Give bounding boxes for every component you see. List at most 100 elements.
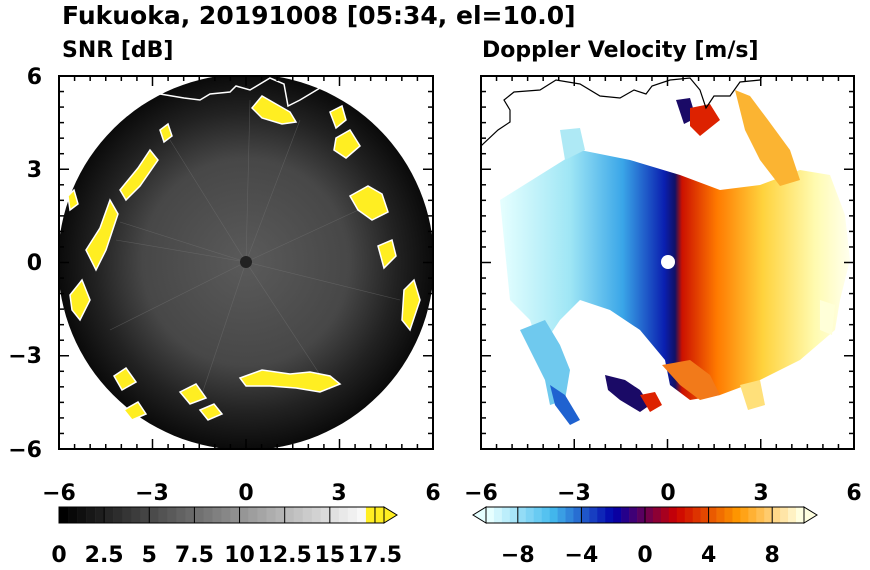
doppler-minor-ticks [480,75,855,450]
colorbar-cell [493,507,503,523]
doppler-colorbar-extend-max [803,506,818,524]
colorbar-cell [668,507,678,523]
colorbar-cell [780,507,789,523]
colorbar-cell [501,507,511,523]
doppler-x-tick-label: 0 [660,481,675,506]
colorbar-cell [676,507,686,523]
colorbar-cell [637,507,646,523]
doppler-echo-fringe [640,392,662,412]
colorbar-cell [788,507,797,523]
colorbar-label: 2.5 [85,543,124,568]
colorbar-label: 7.5 [175,543,214,568]
colorbar-cell [230,507,240,523]
colorbar-cell [185,507,195,523]
doppler-center-marker [661,255,675,269]
colorbar-cell [684,507,693,523]
snr-panel-title: SNR [dB] [62,38,173,63]
doppler-x-tick-label: 3 [753,481,768,506]
doppler-echo-fringe [560,128,585,160]
colorbar-cell [541,507,550,523]
colorbar-cell [149,507,159,523]
colorbar-cell [68,507,78,523]
colorbar-cell [158,507,168,523]
snr-y-tick-label: 3 [27,158,42,183]
colorbar-cell [772,507,781,523]
colorbar-cell [613,507,622,523]
colorbar-cell [764,507,773,523]
snr-x-tick-label: 0 [238,481,253,506]
radar-center-marker [240,256,252,268]
colorbar-label: 5 [142,543,157,568]
colorbar-cell [605,507,614,523]
colorbar-cell [708,507,717,523]
doppler-x-tick-label: −3 [557,481,591,506]
colorbar-cell [176,507,186,523]
snr-colorbar-labels: 0 2.5 5 7.5 10 12.5 15 17.5 [51,543,402,568]
doppler-echo-fringe [820,300,835,335]
colorbar-cell [212,507,222,523]
colorbar-cell [509,507,519,523]
figure-title: Fukuoka, 20191008 [05:34, el=10.0] [62,1,576,30]
colorbar-cell [796,507,805,523]
colorbar-cell [347,507,358,523]
doppler-coastline [481,76,763,147]
colorbar-cell [724,507,733,523]
doppler-echo-fringe [735,90,800,186]
colorbar-label: 8 [765,543,780,568]
colorbar-cell [194,507,204,523]
doppler-colorbar-extend-min [472,506,487,524]
colorbar-cell [700,507,709,523]
doppler-echo-fringe [520,320,570,405]
doppler-x-tick-label: −6 [464,481,498,506]
colorbar-label: 4 [701,543,716,568]
colorbar-cell [131,507,141,523]
colorbar-cell [374,507,385,523]
colorbar-cell [748,507,757,523]
doppler-colorbar [485,506,805,524]
snr-y-tick-label: 6 [27,65,42,90]
colorbar-cell [716,507,725,523]
colorbar-cell [338,507,349,523]
colorbar-cell [732,507,741,523]
colorbar-cell [621,507,630,523]
snr-y-tick-label: −3 [8,344,42,369]
colorbar-cell [533,507,542,523]
colorbar-cell [549,507,558,523]
colorbar-cell [239,507,249,523]
colorbar-cell [95,507,105,523]
colorbar-cell [629,507,638,523]
colorbar-cell [365,507,376,523]
colorbar-cell [59,507,69,523]
colorbar-cell [517,507,527,523]
colorbar-cell [486,507,495,523]
doppler-colorbar-labels: −8 −4 0 4 8 [501,543,780,568]
colorbar-cell [275,507,285,523]
colorbar-label: 17.5 [348,543,402,568]
colorbar-cell [660,507,670,523]
colorbar-label: 15 [315,543,346,568]
colorbar-cell [525,507,534,523]
doppler-panel-title: Doppler Velocity [m/s] [482,38,759,63]
colorbar-cell [140,507,150,523]
colorbar-cell [329,507,340,523]
colorbar-cell [311,507,322,523]
colorbar-label: 0 [637,543,652,568]
colorbar-cell [257,507,267,523]
colorbar-cell [356,507,367,523]
doppler-echo-fringe [550,385,580,425]
colorbar-label: −4 [565,543,599,568]
colorbar-cell [221,507,231,523]
colorbar-cell [113,507,123,523]
snr-x-tick-label: 3 [331,481,346,506]
doppler-echo-region [500,150,850,400]
colorbar-cell [645,507,654,523]
colorbar-cell [740,507,749,523]
colorbar-cell [652,507,662,523]
snr-minor-ticks [58,75,434,450]
doppler-field [481,76,850,425]
snr-x-tick-label: 6 [425,481,440,506]
colorbar-label: 12.5 [258,543,312,568]
colorbar-cell [557,507,566,523]
colorbar-cell [581,507,590,523]
